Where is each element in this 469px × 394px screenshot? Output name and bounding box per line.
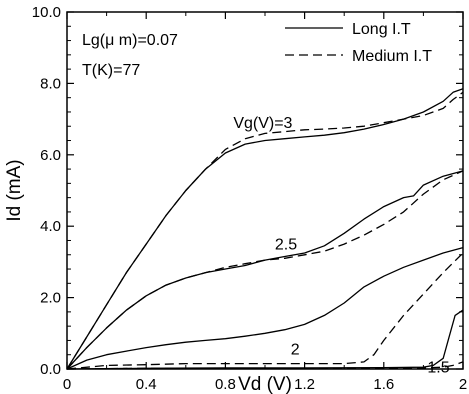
series-line-medium-vg-2-5 [66,170,464,370]
x-tick-label: 2 [459,376,467,393]
legend-label-medium: Medium I.T [352,48,432,65]
x-tick-label: 0 [63,376,71,393]
y-tick-label: 6.0 [40,147,61,164]
axis-ticks [66,11,464,370]
x-tick-label: 1.2 [294,376,315,393]
y-tick-label: 2.0 [40,290,61,307]
vg-2-label: 2 [291,342,300,359]
series-line-medium-vg-2 [66,252,464,370]
y-tick-label: 8.0 [40,75,61,92]
series-group [66,88,464,370]
series-line-long-vg-2 [66,246,464,370]
gate-length-annotation: Lg(μ m)=0.07 [82,32,178,49]
x-tick-label: 1.6 [373,376,394,393]
series-line-medium-vg-3 [66,91,464,370]
y-axis-label: Id (mA) [4,159,25,221]
vg-2-5-label: 2.5 [275,236,297,253]
vg-1-5-label: 1.5 [427,360,449,377]
vg-3-label: Vg(V)=3 [233,115,292,132]
legend: Long I.T Medium I.T [285,21,432,65]
y-tick-label: 4.0 [40,218,61,235]
temperature-annotation: T(K)=77 [82,62,140,79]
y-tick-label: 0.0 [40,361,61,378]
x-tick-label: 0.4 [136,376,157,393]
series-line-long-vg-2-5 [66,170,464,370]
legend-label-long: Long I.T [352,21,411,38]
series-line-long-vg-1-5 [66,309,464,370]
x-tick-label: 0.8 [215,376,236,393]
x-axis-label: Vd (V) [238,374,292,394]
axis-tick-labels: 0 0.4 0.8 1.2 1.6 2 0.0 2.0 4.0 6.0 8.0 10.0 [32,4,467,393]
series-line-medium-vg-1-5 [66,361,464,370]
y-tick-label: 10.0 [32,4,61,21]
